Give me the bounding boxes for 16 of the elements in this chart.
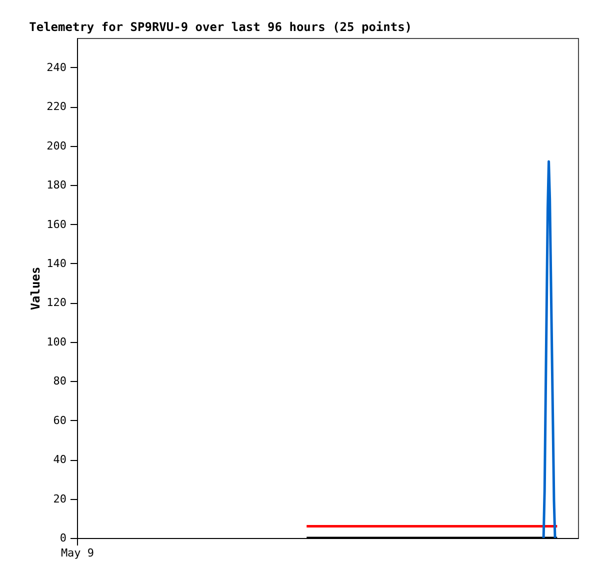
y-tick-label: 180 <box>46 178 66 192</box>
y-tick-label: 220 <box>46 100 66 114</box>
y-tick-label: 0 <box>60 532 66 544</box>
y-axis-title: Values <box>28 266 43 310</box>
y-tick-label: 100 <box>46 335 66 348</box>
y-tick-label: 140 <box>46 256 66 270</box>
y-tick-label: 160 <box>46 218 66 231</box>
y-tick-label: 20 <box>53 492 66 506</box>
y-tick-label: 240 <box>46 60 66 74</box>
y-tick-label: 80 <box>53 374 66 388</box>
chart-title: Telemetry for SP9RVU-9 over last 96 hours (25 points) <box>29 20 412 34</box>
y-tick-label: 60 <box>53 414 66 427</box>
y-tick-label: 200 <box>46 139 66 152</box>
y-tick-label: 120 <box>46 296 66 310</box>
x-tick-label: May 9 <box>60 546 94 560</box>
y-tick-label: 40 <box>53 453 66 466</box>
